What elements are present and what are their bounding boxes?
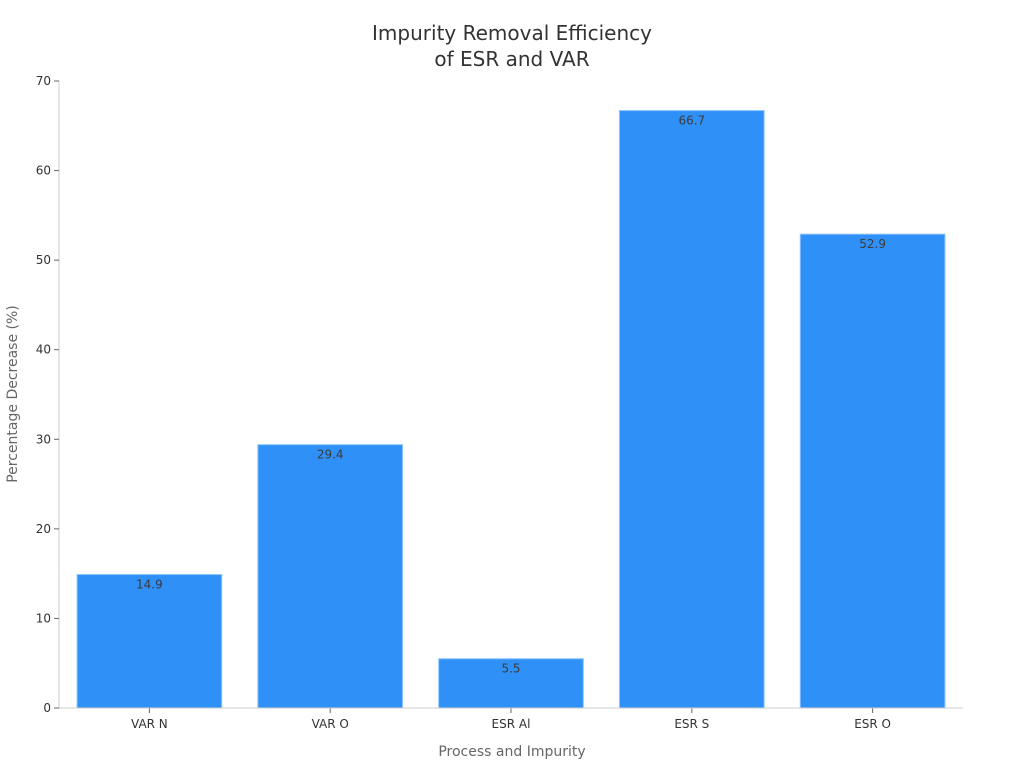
y-tick-label: 10: [36, 611, 51, 625]
chart-title-line-1: Impurity Removal Efficiency: [372, 21, 652, 45]
bar-esr-al: 5.5: [438, 658, 584, 709]
x-axis: VAR N VAR O ESR Al ESR S ESR O: [59, 707, 963, 731]
y-tick-label: 0: [43, 701, 51, 715]
y-tick-label: 60: [36, 164, 51, 178]
bar-esr-s: 66.7: [618, 110, 765, 709]
bar-rect: [76, 574, 223, 709]
y-axis-title: Percentage Decrease (%): [5, 305, 21, 483]
chart-title-line-2: of ESR and VAR: [434, 47, 589, 71]
bar-rect: [618, 110, 765, 709]
bar-rect: [799, 233, 946, 709]
bar-rect: [438, 658, 584, 709]
y-tick-label: 20: [36, 522, 51, 536]
x-tick-label: VAR N: [131, 717, 168, 731]
x-tick-label: ESR O: [854, 717, 891, 731]
bar-var-o: 29.4: [257, 444, 404, 709]
bar-value-label: 52.9: [859, 237, 886, 251]
x-tick-label: VAR O: [312, 717, 349, 731]
bar-var-n: 14.9: [76, 574, 223, 709]
bar-esr-o: 52.9: [799, 233, 946, 709]
x-tick-label: ESR Al: [492, 717, 531, 731]
y-tick-label: 30: [36, 432, 51, 446]
y-tick-label: 70: [36, 74, 51, 88]
bar-value-label: 66.7: [678, 114, 705, 128]
y-tick-label: 50: [36, 253, 51, 267]
y-tick-label: 40: [36, 343, 51, 357]
y-axis: 0 10 20 30 40 50 60 70: [36, 74, 60, 715]
bars-group: 14.9 29.4 5.5 66.7 52.9: [76, 110, 946, 709]
x-axis-title: Process and Impurity: [438, 744, 585, 760]
bar-rect: [257, 444, 404, 709]
x-tick-label: ESR S: [674, 717, 709, 731]
bar-value-label: 29.4: [317, 448, 344, 462]
bar-value-label: 14.9: [136, 578, 163, 592]
bar-value-label: 5.5: [501, 662, 520, 676]
